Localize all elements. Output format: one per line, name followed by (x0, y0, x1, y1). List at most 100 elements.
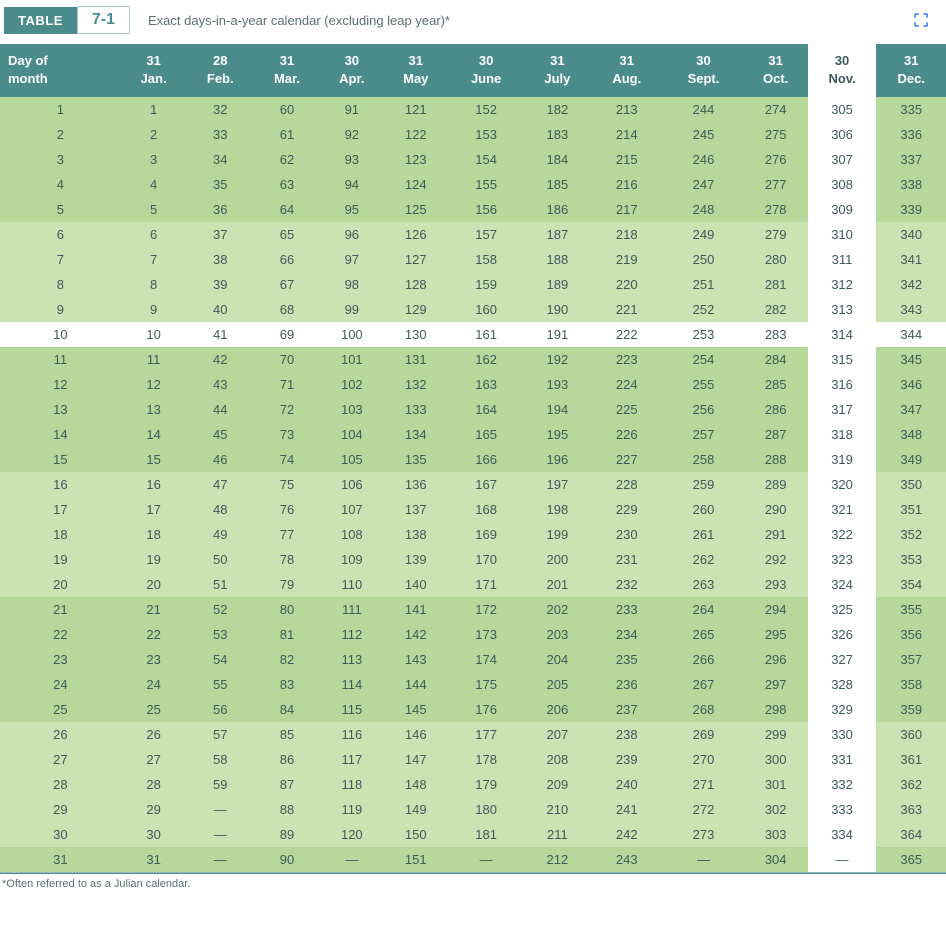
cell-value: 349 (876, 447, 946, 472)
table-row: 15154674105135166196227258288319349 (0, 447, 946, 472)
cell-value: 340 (876, 222, 946, 247)
row-day-label: 8 (0, 272, 121, 297)
cell-value: — (186, 847, 254, 872)
cell-value: 290 (744, 497, 808, 522)
cell-value: 223 (590, 347, 663, 372)
cell-value: — (186, 822, 254, 847)
table-row: 3131—90—151—212243—304—365 (0, 847, 946, 872)
cell-value: 12 (121, 372, 187, 397)
cell-value: 322 (808, 522, 877, 547)
cell-value: 109 (320, 547, 384, 572)
cell-value: 358 (876, 672, 946, 697)
cell-value: 107 (320, 497, 384, 522)
table-row: 21215280111141172202233264294325355 (0, 597, 946, 622)
cell-value: 63 (254, 172, 320, 197)
col-header-month: 31Dec. (876, 44, 946, 97)
cell-value: 316 (808, 372, 877, 397)
cell-value: 363 (876, 797, 946, 822)
row-day-label: 15 (0, 447, 121, 472)
cell-value: 264 (663, 597, 743, 622)
cell-value: 89 (254, 822, 320, 847)
table-row: 22225381112142173203234265295326356 (0, 622, 946, 647)
cell-value: 148 (384, 772, 448, 797)
cell-value: 187 (524, 222, 590, 247)
cell-value: 195 (524, 422, 590, 447)
cell-value: 3 (121, 147, 187, 172)
cell-value: 38 (186, 247, 254, 272)
cell-value: 56 (186, 697, 254, 722)
cell-value: 354 (876, 572, 946, 597)
cell-value: 347 (876, 397, 946, 422)
cell-value: 144 (384, 672, 448, 697)
cell-value: 124 (384, 172, 448, 197)
cell-value: 244 (663, 97, 743, 122)
cell-value: 252 (663, 297, 743, 322)
cell-value: 300 (744, 747, 808, 772)
cell-value: 18 (121, 522, 187, 547)
table-row: 20205179110140171201232263293324354 (0, 572, 946, 597)
cell-value: 178 (448, 747, 525, 772)
row-day-label: 4 (0, 172, 121, 197)
cell-value: 344 (876, 322, 946, 347)
cell-value: 50 (186, 547, 254, 572)
cell-value: 250 (663, 247, 743, 272)
cell-value: 133 (384, 397, 448, 422)
cell-value: 170 (448, 547, 525, 572)
cell-value: 19 (121, 547, 187, 572)
cell-value: 168 (448, 497, 525, 522)
cell-value: 10 (121, 322, 187, 347)
cell-value: 205 (524, 672, 590, 697)
cell-value: 222 (590, 322, 663, 347)
cell-value: 32 (186, 97, 254, 122)
col-header-month: 30Apr. (320, 44, 384, 97)
cell-value: 87 (254, 772, 320, 797)
cell-value: 179 (448, 772, 525, 797)
cell-value: 298 (744, 697, 808, 722)
cell-value: 346 (876, 372, 946, 397)
col-header-month: 28Feb. (186, 44, 254, 97)
cell-value: 299 (744, 722, 808, 747)
cell-value: 193 (524, 372, 590, 397)
cell-value: 226 (590, 422, 663, 447)
cell-value: 39 (186, 272, 254, 297)
cell-value: 111 (320, 597, 384, 622)
cell-value: 99 (320, 297, 384, 322)
cell-value: 180 (448, 797, 525, 822)
cell-value: 41 (186, 322, 254, 347)
cell-value: 119 (320, 797, 384, 822)
cell-value: 258 (663, 447, 743, 472)
row-day-label: 12 (0, 372, 121, 397)
cell-value: 78 (254, 547, 320, 572)
cell-value: 49 (186, 522, 254, 547)
table-row: 99406899129160190221252282313343 (0, 297, 946, 322)
cell-value: 150 (384, 822, 448, 847)
cell-value: 146 (384, 722, 448, 747)
cell-value: 355 (876, 597, 946, 622)
cell-value: 365 (876, 847, 946, 872)
table-row: 16164775106136167197228259289320350 (0, 472, 946, 497)
cell-value: 209 (524, 772, 590, 797)
cell-value: 73 (254, 422, 320, 447)
table-row: 11326091121152182213244274305335 (0, 97, 946, 122)
cell-value: 117 (320, 747, 384, 772)
cell-value: 177 (448, 722, 525, 747)
cell-value: 188 (524, 247, 590, 272)
cell-value: 232 (590, 572, 663, 597)
cell-value: 84 (254, 697, 320, 722)
cell-value: 154 (448, 147, 525, 172)
cell-value: 263 (663, 572, 743, 597)
expand-icon[interactable] (912, 11, 930, 29)
cell-value: 335 (876, 97, 946, 122)
cell-value: 203 (524, 622, 590, 647)
cell-value: 305 (808, 97, 877, 122)
cell-value: 24 (121, 672, 187, 697)
cell-value: 342 (876, 272, 946, 297)
cell-value: 129 (384, 297, 448, 322)
col-header-month: 30Nov. (808, 44, 877, 97)
cell-value: 235 (590, 647, 663, 672)
cell-value: 345 (876, 347, 946, 372)
cell-value: 296 (744, 647, 808, 672)
table-row: 28285987118148179209240271301332362 (0, 772, 946, 797)
row-day-label: 3 (0, 147, 121, 172)
cell-value: 136 (384, 472, 448, 497)
